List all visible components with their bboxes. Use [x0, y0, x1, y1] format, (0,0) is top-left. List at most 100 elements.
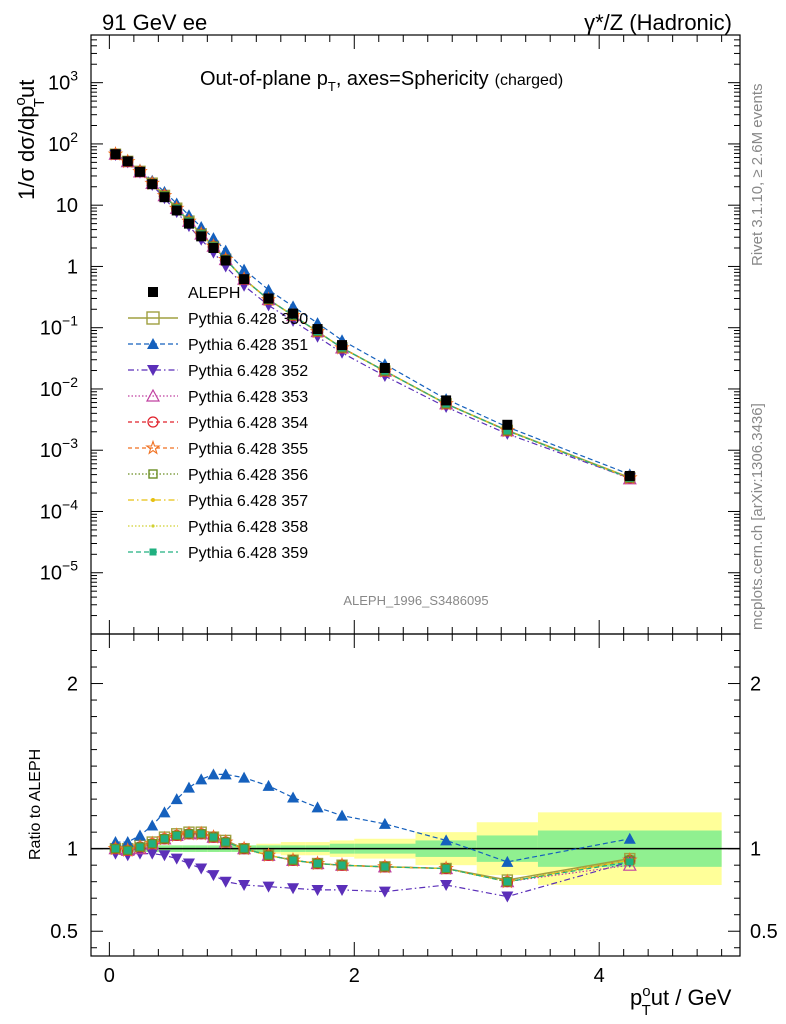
marker-triangle-up — [311, 801, 324, 813]
legend-label-351: Pythia 6.428 351 — [188, 337, 308, 354]
marker-dot — [151, 498, 155, 502]
legend-label-aleph: ALEPH — [188, 285, 240, 302]
marker-square-open-small — [441, 863, 451, 874]
y-tick-mantissa: 10 — [48, 73, 70, 95]
marker-triangle-up — [336, 809, 349, 821]
marker-triangle-down — [311, 884, 324, 896]
marker-square-filled — [209, 833, 217, 841]
y-tick-mantissa: 10 — [40, 563, 62, 585]
y-tick-mantissa: 10 — [40, 379, 62, 401]
y-tick-label: 10 — [56, 195, 78, 217]
y-tick-exponent: −1 — [62, 313, 78, 329]
marker-triangle-down — [501, 891, 514, 903]
marker-triangle-up — [623, 832, 636, 844]
ratio-tick-label-right: 2 — [750, 674, 761, 696]
ratio-frame — [90, 633, 741, 957]
marker-square-black — [312, 324, 323, 335]
y-tick-mantissa: 1 — [67, 256, 78, 278]
marker-triangle-up — [287, 791, 300, 803]
marker-square-filled — [442, 864, 450, 872]
marker-square-black — [171, 205, 182, 216]
rivet-label: Rivet 3.1.10, ≥ 2.6M events — [749, 84, 766, 267]
marker-square-filled — [149, 548, 157, 556]
y-tick-exponent: 3 — [70, 68, 78, 84]
ratio-y-axis-label: Ratio to ALEPH — [27, 749, 44, 860]
ratio-tick-label-left: 1 — [67, 839, 78, 861]
marker-triangle-up — [262, 283, 275, 295]
marker-square-open-small — [263, 850, 274, 860]
marker-triangle-down — [440, 879, 453, 891]
ratio-tick-label-right: 1 — [750, 839, 761, 861]
marker-triangle-up — [207, 232, 220, 244]
marker-triangle-down — [378, 886, 391, 898]
plot-title: Out-of-plane pT, axes=Sphericity (charged… — [200, 68, 563, 94]
y-tick-label: 10−3 — [40, 435, 78, 462]
marker-square-black — [208, 243, 219, 254]
y-tick-mantissa: 10 — [40, 501, 62, 523]
marker-square-filled — [381, 863, 389, 871]
y-tick-label: 10−1 — [40, 313, 78, 340]
marker-triangle-down — [158, 850, 171, 862]
y-axis-label: 1/σ dσ/dpo Tut — [12, 80, 48, 200]
marker-triangle-up — [238, 263, 251, 275]
axes — [90, 34, 741, 957]
marker-square-filled — [173, 831, 181, 839]
marker-triangle-up — [262, 779, 275, 791]
marker-triangle-down — [146, 848, 159, 860]
marker-square-black — [288, 308, 299, 319]
marker-square-filled — [148, 840, 156, 848]
legend-label-353: Pythia 6.428 353 — [188, 389, 308, 406]
marker-square-open-small — [239, 843, 249, 854]
marker-triangle-up — [146, 819, 159, 831]
marker-square-open-small — [135, 842, 145, 852]
x-tick-label: 4 — [594, 965, 605, 987]
marker-square-filled — [314, 860, 322, 868]
marker-square-filled — [265, 851, 273, 859]
data-markers — [107, 145, 638, 903]
marker-square-filled — [222, 838, 230, 846]
legend-label-352: Pythia 6.428 352 — [188, 363, 308, 380]
marker-square-open-small — [208, 832, 219, 842]
marker-triangle-up — [121, 836, 134, 848]
marker-triangle-up-open — [145, 388, 161, 402]
marker-dot-small — [151, 524, 155, 528]
marker-triangle-up — [182, 781, 195, 793]
marker-square-open-small — [502, 876, 513, 887]
marker-triangle-down — [287, 883, 300, 895]
marker-triangle-down — [195, 863, 208, 875]
analysis-watermark: ALEPH_1996_S3486095 — [343, 593, 488, 608]
marker-triangle-down — [238, 879, 251, 891]
ratio-tick-label-left: 2 — [67, 674, 78, 696]
marker-square-black — [379, 362, 390, 373]
marker-square-black — [148, 287, 158, 297]
marker-square-filled — [289, 856, 297, 864]
marker-square-black — [441, 395, 452, 406]
y-tick-exponent: −4 — [62, 496, 78, 512]
y-tick-label: 10−4 — [40, 496, 78, 523]
marker-square-open-small — [337, 860, 347, 870]
marker-square-black — [220, 255, 231, 266]
marker-triangle-up — [170, 793, 183, 805]
marker-square-filled — [503, 427, 511, 435]
marker-square-black — [183, 218, 194, 229]
marker-square-open-small — [159, 834, 170, 844]
marker-triangle-down — [147, 365, 159, 376]
y-tick-exponent: −3 — [62, 435, 78, 451]
marker-square-filled — [338, 861, 346, 869]
marker-square-filled — [160, 835, 168, 843]
marker-triangle-up — [133, 829, 146, 841]
legend-label-359: Pythia 6.428 359 — [188, 545, 308, 562]
marker-square-open-small — [196, 829, 206, 839]
marker-triangle-down — [182, 858, 195, 870]
marker-square-filled — [136, 843, 144, 851]
marker-triangle-up — [378, 817, 391, 829]
marker-square-open-small — [288, 855, 298, 865]
marker-square-open — [146, 311, 160, 325]
marker-square-filled — [626, 858, 634, 866]
marker-square-black — [239, 274, 250, 285]
marker-square-filled — [240, 845, 248, 853]
marker-triangle-up — [238, 771, 251, 783]
mcplots-label: mcplots.cern.ch [arXiv:1306.3436] — [749, 403, 766, 630]
y-tick-exponent: −5 — [62, 558, 78, 574]
marker-triangle-up — [207, 768, 220, 780]
